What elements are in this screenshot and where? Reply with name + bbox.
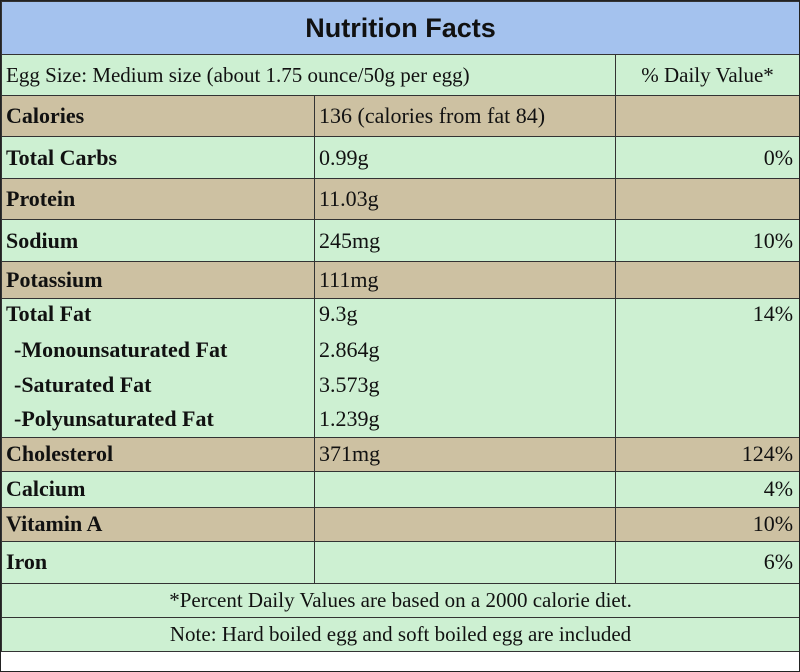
row-value-calories: 136 (calories from fat 84) <box>314 95 616 137</box>
row-label-iron: Iron <box>1 540 315 584</box>
fat-values-cell: 9.3g 2.864g 3.573g 1.239g <box>314 298 616 438</box>
row-label-sodium: Sodium <box>1 219 315 262</box>
row-label-saturated-fat: -Saturated Fat <box>14 371 152 397</box>
row-label-protein: Protein <box>1 178 315 220</box>
row-label-potassium: Potassium <box>1 261 315 299</box>
fat-dv-cell: 14% <box>614 298 799 438</box>
row-dv-sodium: 10% <box>614 219 799 262</box>
row-dv-calcium: 4% <box>614 470 799 508</box>
row-value-total-carbs: 0.99g <box>314 136 616 179</box>
row-label-vitamin-a: Vitamin A <box>1 506 315 542</box>
row-value-calcium <box>314 470 616 508</box>
table-row: Iron 6% <box>1 540 799 584</box>
row-label-total-carbs: Total Carbs <box>1 136 315 179</box>
nutrition-table: Nutrition Facts Egg Size: Medium size (a… <box>1 1 799 652</box>
row-dv-iron: 6% <box>614 540 799 584</box>
row-label-calcium: Calcium <box>1 470 315 508</box>
row-value-monounsaturated-fat: 2.864g <box>319 337 380 362</box>
table-row: Potassium 111mg <box>1 261 799 299</box>
row-label-cholesterol: Cholesterol <box>1 436 315 472</box>
table-row: Vitamin A 10% <box>1 506 799 542</box>
egg-size-header: Egg Size: Medium size (about 1.75 ounce/… <box>1 54 616 96</box>
footnote-egg-types: Note: Hard boiled egg and soft boiled eg… <box>1 616 799 652</box>
row-label-polyunsaturated-fat: -Polyunsaturated Fat <box>14 406 214 431</box>
table-row: Calories 136 (calories from fat 84) <box>1 95 799 137</box>
row-value-saturated-fat: 3.573g <box>319 371 380 397</box>
row-dv-protein <box>614 178 799 220</box>
footnote-daily-values: *Percent Daily Values are based on a 200… <box>1 582 799 618</box>
row-value-sodium: 245mg <box>314 219 616 262</box>
row-dv-cholesterol: 124% <box>614 436 799 472</box>
table-row: Calcium 4% <box>1 470 799 508</box>
row-label-calories: Calories <box>1 95 315 137</box>
row-value-protein: 11.03g <box>314 178 616 220</box>
table-row: Cholesterol 371mg 124% <box>1 436 799 472</box>
row-label-total-fat: Total Fat <box>6 301 92 326</box>
row-value-cholesterol: 371mg <box>314 436 616 472</box>
row-value-potassium: 111mg <box>314 261 616 299</box>
row-value-vitamin-a <box>314 506 616 542</box>
row-value-total-fat: 9.3g <box>319 301 358 326</box>
total-fat-row: Total Fat -Monounsaturated Fat -Saturate… <box>1 298 799 438</box>
daily-value-header: % Daily Value* <box>614 54 799 96</box>
table-row: Protein 11.03g <box>1 178 799 220</box>
row-dv-total-carbs: 0% <box>614 136 799 179</box>
row-value-iron <box>314 540 616 584</box>
row-dv-calories <box>614 95 799 137</box>
fat-labels-cell: Total Fat -Monounsaturated Fat -Saturate… <box>1 298 315 438</box>
row-dv-potassium <box>614 261 799 299</box>
row-dv-vitamin-a: 10% <box>614 506 799 542</box>
table-title: Nutrition Facts <box>1 1 799 55</box>
table-row: Sodium 245mg 10% <box>1 219 799 262</box>
row-dv-total-fat: 14% <box>752 301 794 326</box>
row-label-monounsaturated-fat: -Monounsaturated Fat <box>14 337 228 362</box>
row-value-polyunsaturated-fat: 1.239g <box>319 406 380 431</box>
table-row: Total Carbs 0.99g 0% <box>1 136 799 179</box>
